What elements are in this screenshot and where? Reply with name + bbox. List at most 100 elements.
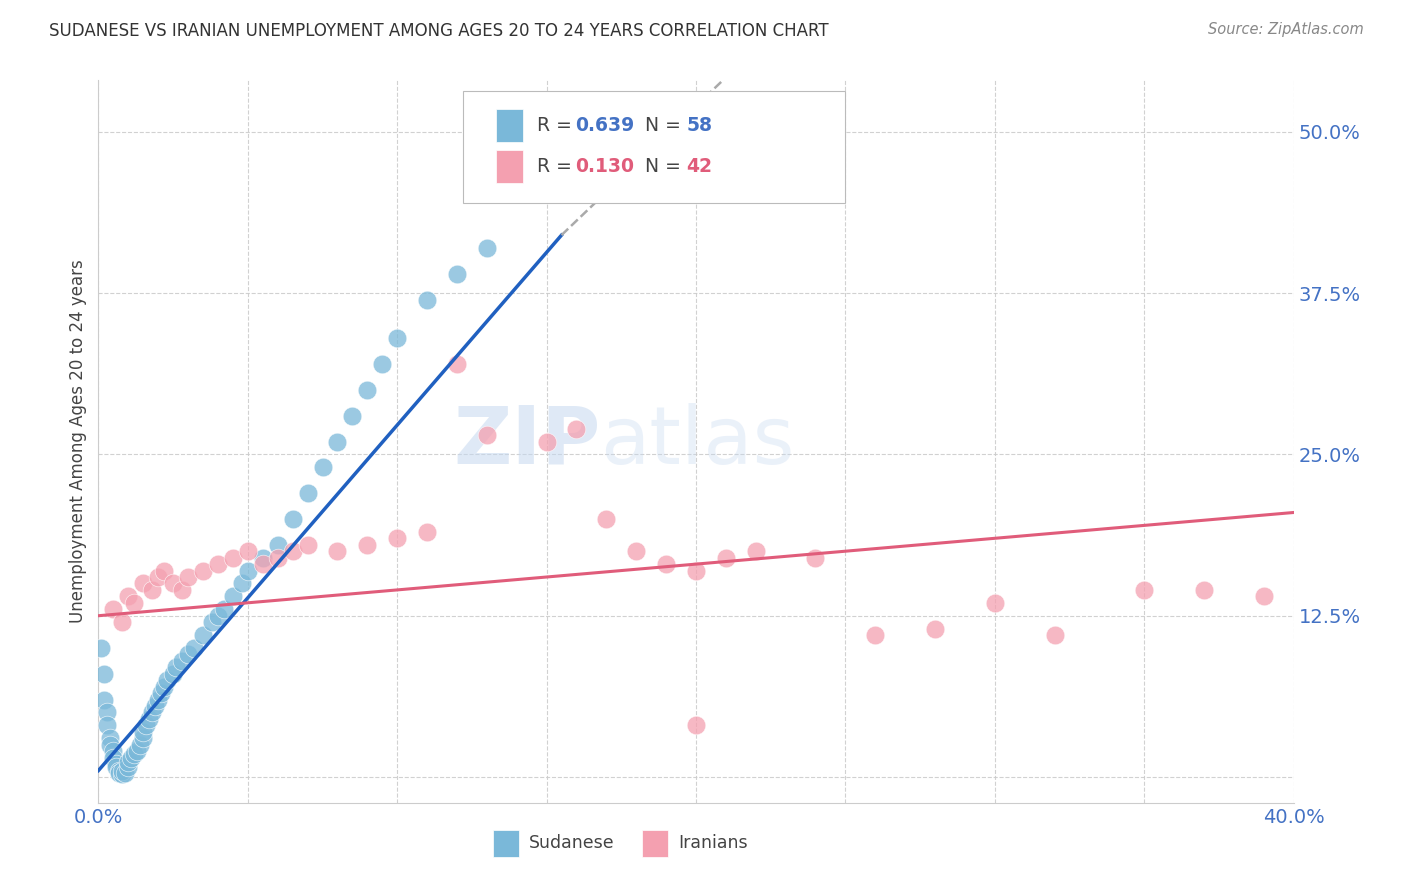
Point [714,550,737,565]
Point [385,531,409,545]
Point [191,628,214,642]
Point [446,357,468,371]
Point [924,622,946,636]
Point [105,760,128,774]
Point [267,538,290,552]
Point [138,712,160,726]
Point [595,512,617,526]
Point [148,570,170,584]
Point [416,524,439,539]
Point [236,564,259,578]
Point [252,550,274,565]
Point [252,557,274,571]
Point [172,582,194,597]
Point [135,718,157,732]
Point [124,596,146,610]
Point [162,666,184,681]
Point [98,731,122,746]
Point [114,766,136,780]
Point [111,764,134,778]
Text: N =: N = [644,158,686,177]
Point [96,718,118,732]
Point [96,706,118,720]
Point [117,760,139,774]
Point [183,640,205,655]
Point [1043,628,1066,642]
Text: 0.639: 0.639 [575,116,634,136]
Point [103,602,125,616]
Point [371,357,394,371]
Point [212,602,235,616]
Point [356,383,378,397]
Point [153,680,176,694]
Point [132,724,155,739]
Point [141,582,163,597]
Text: R =: R = [537,116,578,136]
Point [236,544,259,558]
Point [685,718,707,732]
Point [111,767,134,781]
Point [804,550,827,565]
Text: Source: ZipAtlas.com: Source: ZipAtlas.com [1208,22,1364,37]
Text: ZIP: ZIP [453,402,600,481]
Point [222,590,245,604]
Point [342,409,364,423]
Point [162,576,184,591]
Text: N =: N = [644,116,686,136]
Point [506,151,529,165]
Point [222,550,245,565]
Point [626,544,648,558]
Point [111,615,134,630]
Point [156,673,179,688]
Point [124,747,146,761]
Point [150,686,173,700]
Point [326,544,349,558]
Point [984,596,1007,610]
Point [132,576,155,591]
Point [475,428,498,442]
Point [103,750,125,764]
Point [565,422,588,436]
Point [655,557,678,571]
Point [177,648,200,662]
FancyBboxPatch shape [463,91,845,203]
Point [865,628,887,642]
Point [685,564,707,578]
Point [129,738,152,752]
Point [127,744,149,758]
Point [98,738,122,752]
Point [143,699,166,714]
Point [108,766,131,780]
Point [117,590,139,604]
Point [191,564,214,578]
Point [311,460,333,475]
Point [267,550,290,565]
Point [281,512,304,526]
Point [153,564,176,578]
Point [745,544,768,558]
Text: 58: 58 [686,116,713,136]
Point [148,692,170,706]
Point [1253,590,1275,604]
Text: atlas: atlas [600,402,794,481]
Point [297,486,319,500]
Text: Sudanese: Sudanese [529,833,614,852]
Point [297,538,319,552]
Point [108,764,131,778]
Point [1133,582,1156,597]
Text: 42: 42 [686,158,713,177]
Text: Iranians: Iranians [678,833,748,852]
Point [1192,582,1215,597]
Point [207,557,229,571]
FancyBboxPatch shape [494,830,519,857]
Point [231,576,253,591]
Point [132,731,155,746]
Text: SUDANESE VS IRANIAN UNEMPLOYMENT AMONG AGES 20 TO 24 YEARS CORRELATION CHART: SUDANESE VS IRANIAN UNEMPLOYMENT AMONG A… [49,22,828,40]
Point [141,706,163,720]
Point [207,608,229,623]
Point [177,570,200,584]
Point [117,755,139,769]
Y-axis label: Unemployment Among Ages 20 to 24 years: Unemployment Among Ages 20 to 24 years [69,260,87,624]
Point [201,615,224,630]
Point [90,640,112,655]
